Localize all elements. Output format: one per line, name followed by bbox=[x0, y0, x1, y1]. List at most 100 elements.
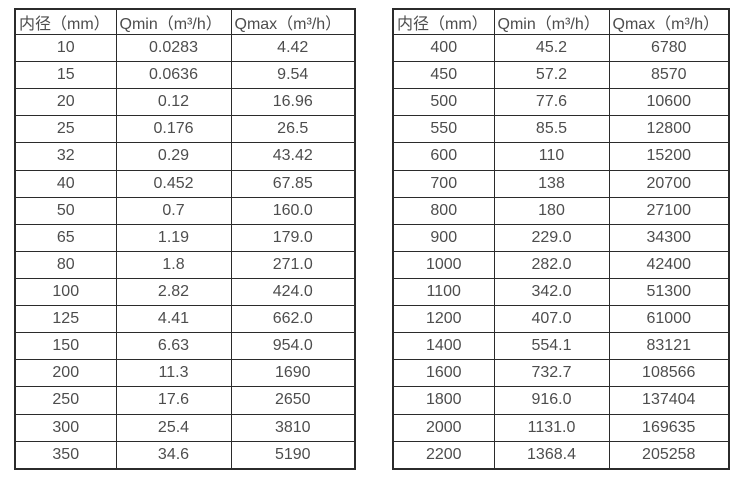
table-row: 800 180 27100 bbox=[392, 196, 730, 225]
table-row: 900 229.0 34300 bbox=[392, 223, 730, 252]
table-row: 32 0.29 43.42 bbox=[14, 142, 356, 171]
qmax-cell: 83121 bbox=[608, 332, 730, 361]
qmin-cell: 0.0283 bbox=[115, 33, 232, 63]
diameter-cell: 80 bbox=[14, 250, 117, 279]
diameter-cell: 1800 bbox=[392, 386, 495, 415]
table-row: 125 4.41 662.0 bbox=[14, 305, 356, 334]
qmax-cell: 662.0 bbox=[230, 305, 356, 334]
qmin-cell: 1.19 bbox=[115, 223, 232, 252]
table-row: 2200 1368.4 205258 bbox=[392, 440, 730, 470]
diameter-cell: 1200 bbox=[392, 305, 495, 334]
qmin-cell: 110 bbox=[493, 142, 610, 171]
qmax-cell: 4.42 bbox=[230, 33, 356, 63]
table-row: 1400 554.1 83121 bbox=[392, 332, 730, 361]
diameter-cell: 600 bbox=[392, 142, 495, 171]
table-row: 250 17.6 2650 bbox=[14, 386, 356, 415]
qmax-cell: 424.0 bbox=[230, 277, 356, 307]
qmax-cell: 12800 bbox=[608, 115, 730, 144]
qmin-cell: 4.41 bbox=[115, 305, 232, 334]
qmin-cell: 554.1 bbox=[493, 332, 610, 361]
qmax-cell: 20700 bbox=[608, 169, 730, 198]
qmax-cell: 8570 bbox=[608, 61, 730, 90]
header-qmin: Qmin（m³/h） bbox=[115, 8, 232, 35]
qmin-cell: 1368.4 bbox=[493, 440, 610, 470]
qmax-cell: 271.0 bbox=[230, 250, 356, 279]
qmin-cell: 25.4 bbox=[115, 413, 232, 442]
qmax-cell: 67.85 bbox=[230, 169, 356, 198]
qmax-cell: 51300 bbox=[608, 277, 730, 307]
table-row: 350 34.6 5190 bbox=[14, 440, 356, 470]
table-row: 400 45.2 6780 bbox=[392, 33, 730, 63]
qmax-cell: 27100 bbox=[608, 196, 730, 225]
diameter-cell: 1400 bbox=[392, 332, 495, 361]
table-row: 2000 1131.0 169635 bbox=[392, 413, 730, 442]
qmin-cell: 0.12 bbox=[115, 88, 232, 117]
qmin-cell: 138 bbox=[493, 169, 610, 198]
table-row: 200 11.3 1690 bbox=[14, 359, 356, 388]
header-row: 内径（mm） Qmin（m³/h） Qmax（m³/h） bbox=[392, 8, 730, 35]
qmax-cell: 1690 bbox=[230, 359, 356, 388]
diameter-cell: 25 bbox=[14, 115, 117, 144]
table-row: 300 25.4 3810 bbox=[14, 413, 356, 442]
qmin-cell: 34.6 bbox=[115, 440, 232, 470]
diameter-cell: 400 bbox=[392, 33, 495, 63]
diameter-cell: 200 bbox=[14, 359, 117, 388]
diameter-cell: 350 bbox=[14, 440, 117, 470]
diameter-cell: 1000 bbox=[392, 250, 495, 279]
diameter-cell: 1600 bbox=[392, 359, 495, 388]
qmax-cell: 9.54 bbox=[230, 61, 356, 90]
qmin-cell: 0.452 bbox=[115, 169, 232, 198]
table-body: 10 0.0283 4.42 15 0.0636 9.54 20 0.12 16.96 25 0.1… bbox=[14, 33, 356, 470]
qmin-cell: 0.29 bbox=[115, 142, 232, 171]
table-row: 65 1.19 179.0 bbox=[14, 223, 356, 252]
diameter-cell: 550 bbox=[392, 115, 495, 144]
table-row: 1100 342.0 51300 bbox=[392, 277, 730, 307]
table-row: 1600 732.7 108566 bbox=[392, 359, 730, 388]
table-row: 450 57.2 8570 bbox=[392, 61, 730, 90]
table-row: 100 2.82 424.0 bbox=[14, 277, 356, 307]
qmin-cell: 1131.0 bbox=[493, 413, 610, 442]
qmin-cell: 1.8 bbox=[115, 250, 232, 279]
qmax-cell: 43.42 bbox=[230, 142, 356, 171]
qmax-cell: 10600 bbox=[608, 88, 730, 117]
qmax-cell: 108566 bbox=[608, 359, 730, 388]
qmax-cell: 179.0 bbox=[230, 223, 356, 252]
table-row: 700 138 20700 bbox=[392, 169, 730, 198]
diameter-cell: 300 bbox=[14, 413, 117, 442]
qmax-cell: 15200 bbox=[608, 142, 730, 171]
header-qmax: Qmax（m³/h） bbox=[608, 8, 730, 35]
diameter-cell: 500 bbox=[392, 88, 495, 117]
header-qmin: Qmin（m³/h） bbox=[493, 8, 610, 35]
table-row: 25 0.176 26.5 bbox=[14, 115, 356, 144]
table-row: 550 85.5 12800 bbox=[392, 115, 730, 144]
diameter-cell: 800 bbox=[392, 196, 495, 225]
diameter-cell: 32 bbox=[14, 142, 117, 171]
table-row: 15 0.0636 9.54 bbox=[14, 61, 356, 90]
qmax-cell: 137404 bbox=[608, 386, 730, 415]
diameter-cell: 2000 bbox=[392, 413, 495, 442]
qmax-cell: 61000 bbox=[608, 305, 730, 334]
qmax-cell: 954.0 bbox=[230, 332, 356, 361]
qmax-cell: 160.0 bbox=[230, 196, 356, 225]
qmin-cell: 229.0 bbox=[493, 223, 610, 252]
header-qmax: Qmax（m³/h） bbox=[230, 8, 356, 35]
qmin-cell: 57.2 bbox=[493, 61, 610, 90]
header-row: 内径（mm） Qmin（m³/h） Qmax（m³/h） bbox=[14, 8, 356, 35]
diameter-cell: 1100 bbox=[392, 277, 495, 307]
qmin-cell: 732.7 bbox=[493, 359, 610, 388]
qmin-cell: 17.6 bbox=[115, 386, 232, 415]
qmax-cell: 26.5 bbox=[230, 115, 356, 144]
table-row: 40 0.452 67.85 bbox=[14, 169, 356, 198]
qmax-cell: 6780 bbox=[608, 33, 730, 63]
table-row: 1200 407.0 61000 bbox=[392, 305, 730, 334]
qmin-cell: 0.7 bbox=[115, 196, 232, 225]
qmin-cell: 342.0 bbox=[493, 277, 610, 307]
qmax-cell: 2650 bbox=[230, 386, 356, 415]
diameter-cell: 40 bbox=[14, 169, 117, 198]
table-row: 500 77.6 10600 bbox=[392, 88, 730, 117]
qmax-cell: 5190 bbox=[230, 440, 356, 470]
qmin-cell: 0.176 bbox=[115, 115, 232, 144]
qmax-cell: 3810 bbox=[230, 413, 356, 442]
diameter-cell: 900 bbox=[392, 223, 495, 252]
qmin-cell: 916.0 bbox=[493, 386, 610, 415]
